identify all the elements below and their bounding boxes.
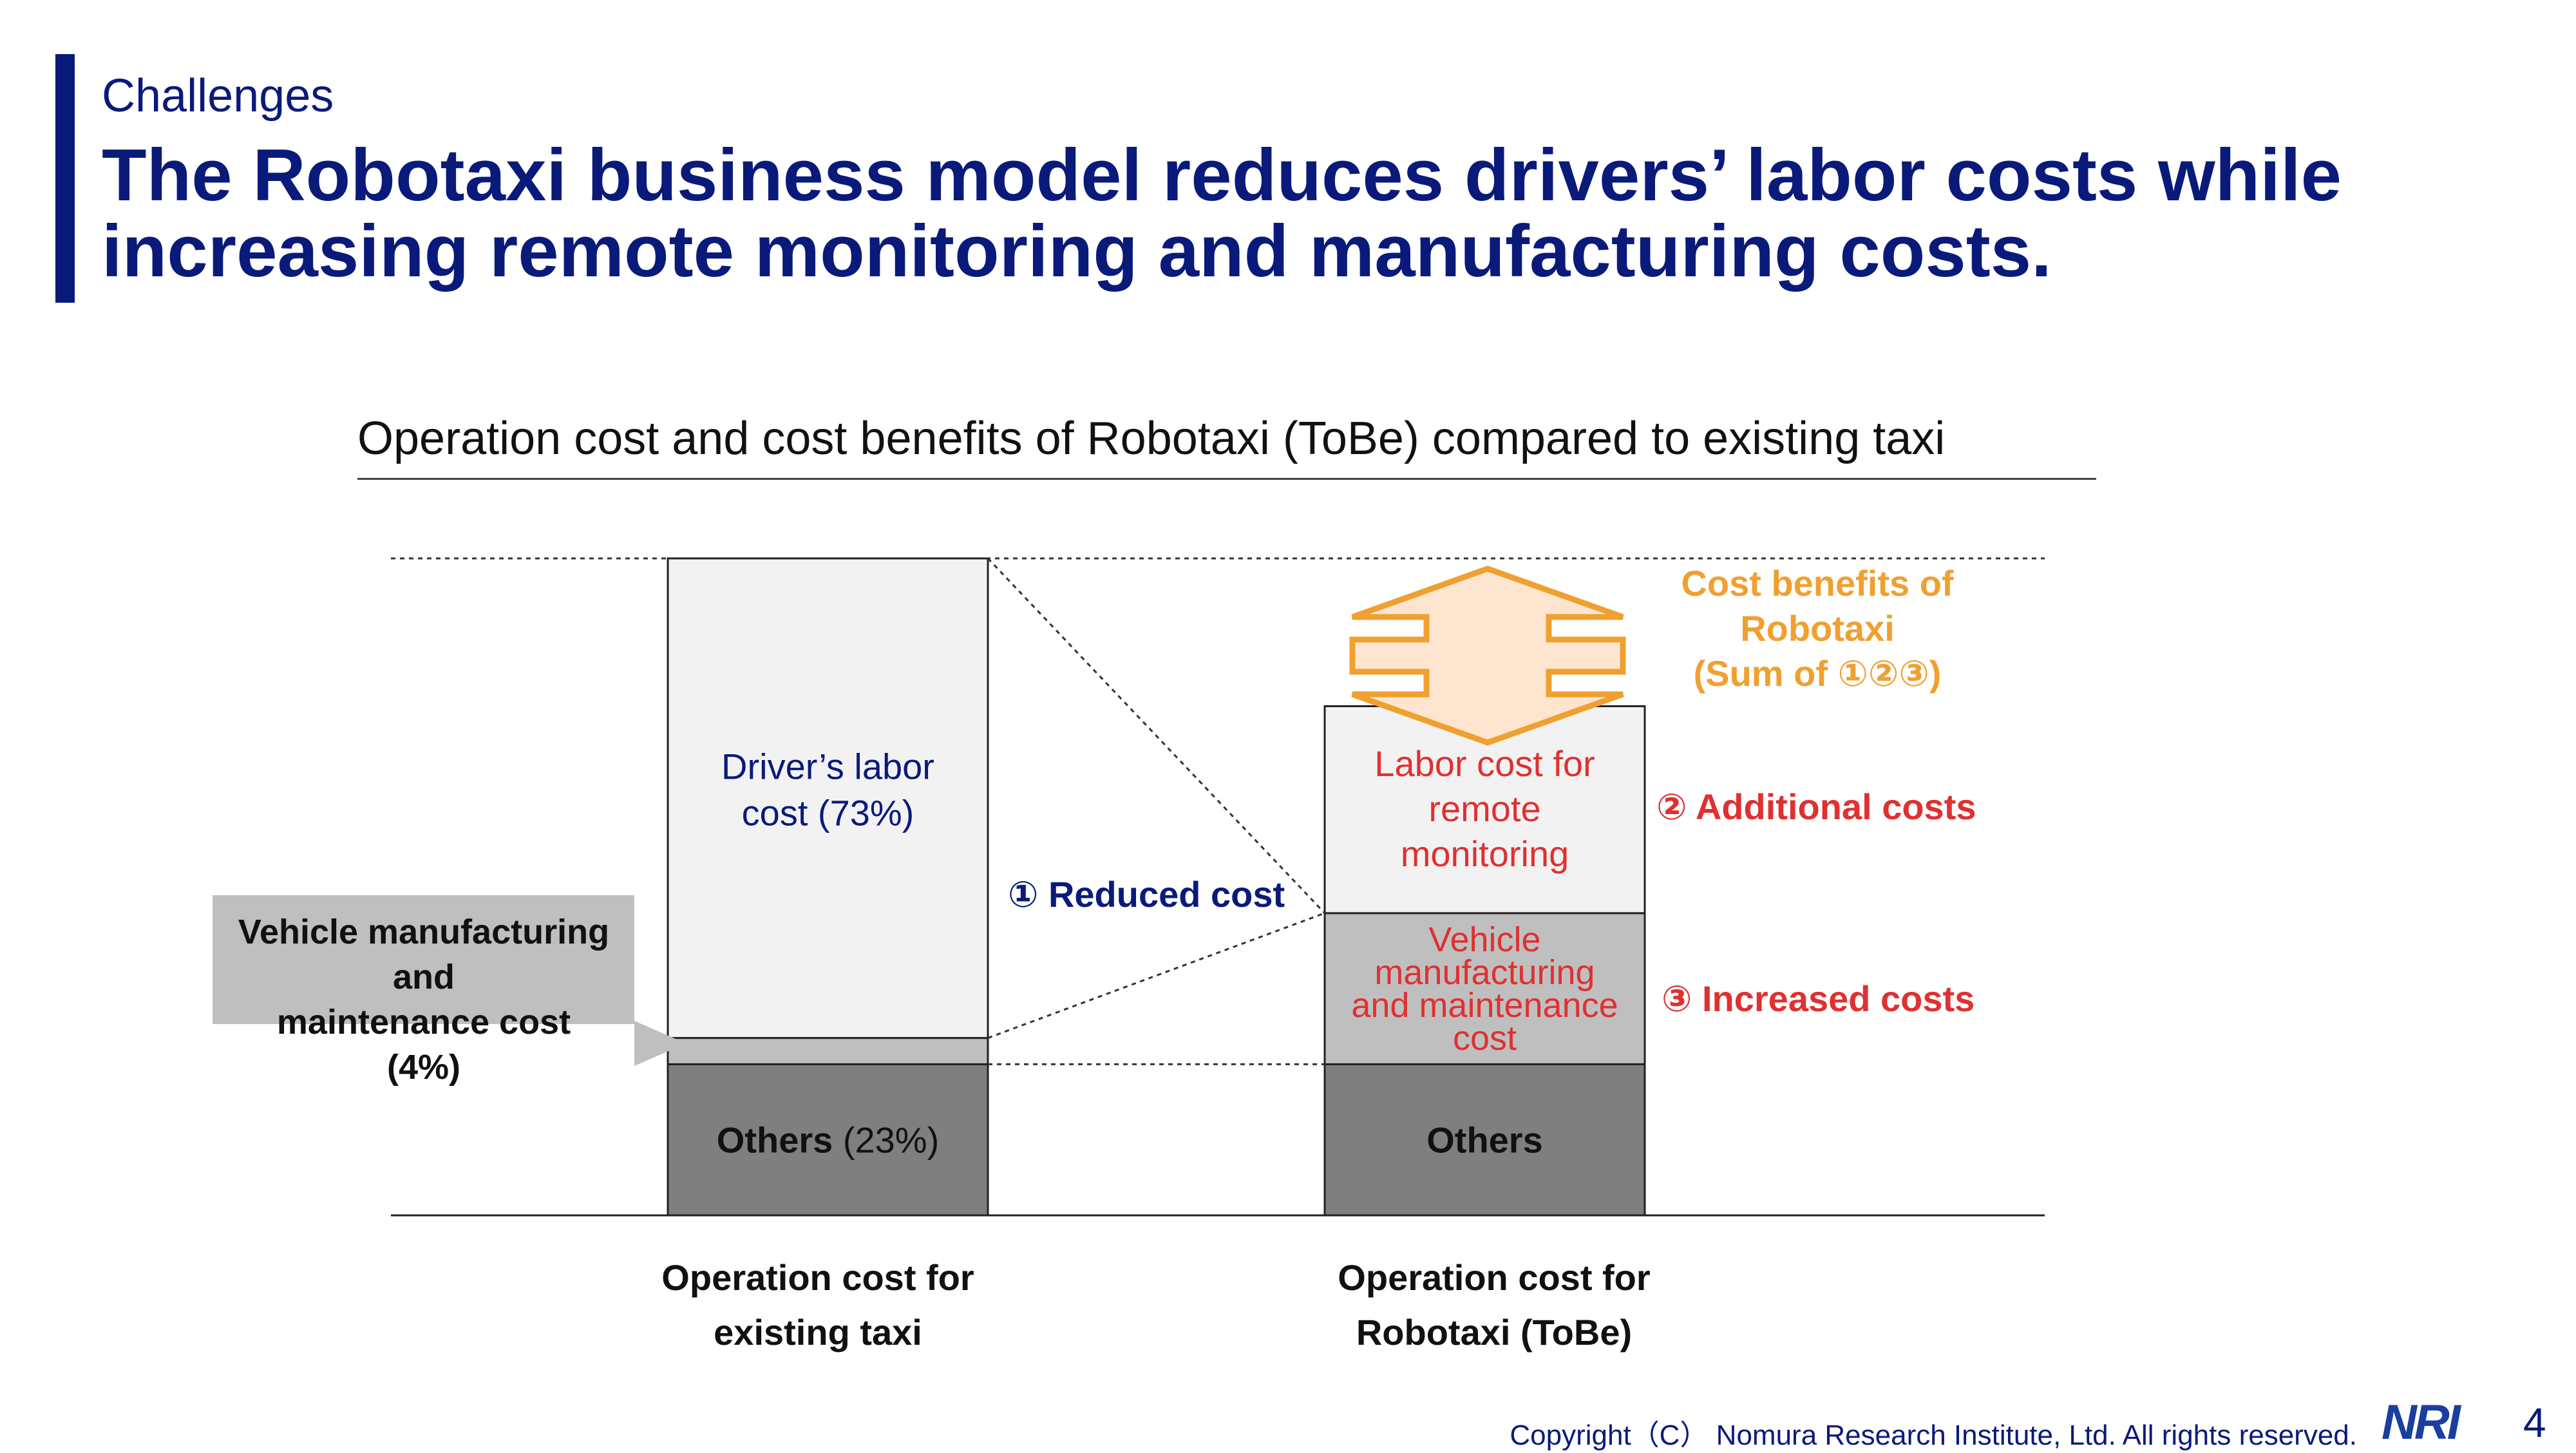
annotation-increased-costs: ③ Increased costs <box>1662 978 1975 1019</box>
cost-benefit-arrow-icon <box>1349 565 1626 746</box>
annotation-additional-costs: ② Additional costs <box>1656 786 1976 827</box>
label-existing-others: Others (23%) <box>717 1120 939 1161</box>
label-robotaxi-others: Others <box>1426 1120 1543 1161</box>
label-drivers-labor-cost: Driver’s labor cost (73%) <box>721 746 934 833</box>
copyright-notice: Copyright（C） Nomura Research Institute, … <box>1510 1420 2357 1451</box>
label-robotaxi-vehicle-cost: Vehicle manufacturing and maintenance cost <box>1351 920 1618 1058</box>
category-label-robotaxi: Operation cost for Robotaxi (ToBe) <box>1338 1257 1650 1353</box>
page-title-line-2: increasing remote monitoring and manufac… <box>102 211 2052 292</box>
page-number: 4 <box>2523 1400 2546 1446</box>
section-label: Challenges <box>102 70 334 122</box>
callout-box-vehicle <box>213 895 634 1024</box>
chart-title: Operation cost and cost benefits of Robo… <box>357 413 1946 464</box>
connector-top-dashed <box>987 557 1326 914</box>
label-remote-monitoring-cost: Labor cost for remote monitoring <box>1374 743 1595 874</box>
page-title: The Robotaxi business model reduces driv… <box>102 138 2342 290</box>
bar-existing-vehicle <box>667 1037 989 1065</box>
nri-logo: NRI <box>2382 1395 2461 1450</box>
chart-title-rule <box>357 478 2096 480</box>
callout-vehicle-manufacturing-cost: Vehicle manufacturing and maintenance cost… <box>238 913 609 1087</box>
title-accent-bar <box>55 54 75 303</box>
category-label-existing-taxi: Operation cost for existing taxi <box>661 1257 974 1353</box>
annotation-cost-benefits: Cost benefits of Robotaxi (Sum of ①②③) <box>1681 563 1953 694</box>
page-title-line-1: The Robotaxi business model reduces driv… <box>102 135 2342 216</box>
bar-existing-labor <box>667 557 989 1040</box>
callout-pointer <box>634 1021 686 1066</box>
bar-existing-others <box>667 1063 989 1217</box>
annotation-reduced-cost: ① Reduced cost <box>1008 874 1285 915</box>
bar-robotaxi-vehicle <box>1323 912 1646 1065</box>
connector-vehicle-dashed <box>987 912 1325 1040</box>
